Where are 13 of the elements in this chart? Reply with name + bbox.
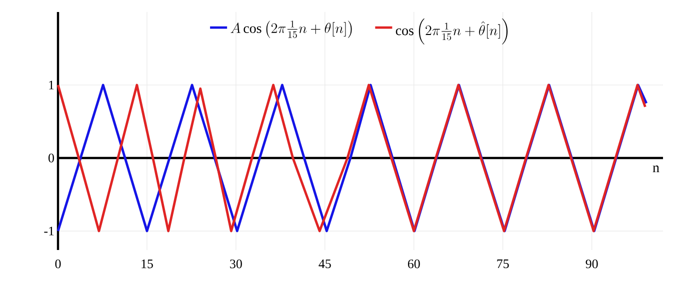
legend-label: $\cos\left(2\pi\tfrac{1}{15}n+\hat{\theta}[n]\right)$ bbox=[396, 18, 508, 44]
x-tick-label: 15 bbox=[142, 260, 153, 268]
y-tick-label: -1 bbox=[44, 226, 54, 236]
x-tick-label: 45 bbox=[318, 260, 331, 268]
x-tick-label: 60 bbox=[408, 260, 420, 268]
legend-label: $A\cos\left(2\pi\tfrac{1}{15}n+\theta[n]\right)$ bbox=[230, 20, 352, 38]
y-tick-label: 1 bbox=[49, 80, 54, 90]
x-tick-label: 75 bbox=[497, 260, 509, 268]
x-tick-label: 30 bbox=[230, 260, 242, 268]
x-tick-label: 0 bbox=[55, 260, 61, 268]
x-axis-title: n bbox=[652, 166, 660, 172]
x-tick-label: 90 bbox=[586, 260, 598, 268]
y-tick-label: 0 bbox=[48, 154, 54, 162]
